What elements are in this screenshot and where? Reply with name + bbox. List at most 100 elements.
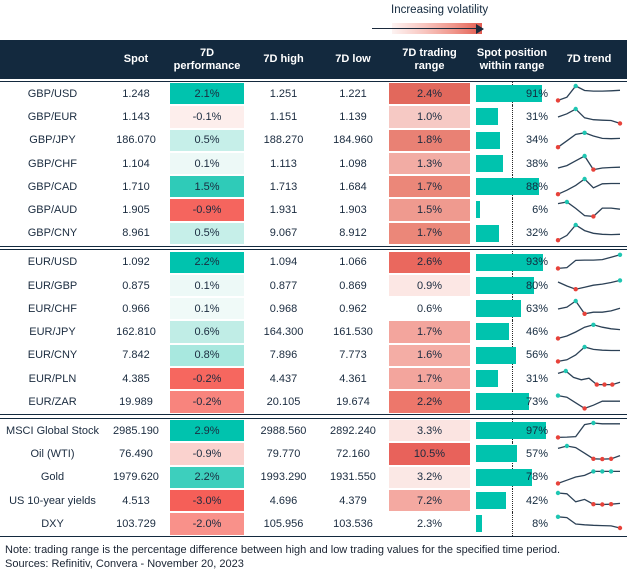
- position-percent: 63%: [525, 302, 548, 315]
- spot-value: 4.385: [122, 372, 150, 385]
- perf-heat-value: 0.8%: [170, 344, 244, 367]
- range-cell: 1.7%: [386, 367, 473, 390]
- range-cell: 1.7%: [386, 175, 473, 198]
- trend-cell: [551, 222, 627, 245]
- perf-heat-value: -0.2%: [170, 391, 244, 413]
- trend-cell: [551, 274, 627, 297]
- low-value: 4.361: [339, 372, 367, 385]
- range-heat-value: 7.2%: [389, 490, 470, 512]
- perf-cell: 0.8%: [167, 344, 247, 367]
- position-cell: 88%: [473, 175, 551, 199]
- range-cell: 1.8%: [386, 129, 473, 152]
- position-percent: 6%: [532, 204, 548, 217]
- position-percent: 42%: [525, 494, 548, 507]
- column-header-7D performance: 7D performance: [173, 47, 241, 72]
- high-value: 0.877: [269, 279, 298, 292]
- trend-sparkline: [555, 223, 621, 243]
- trend-sparkline: [555, 83, 621, 103]
- spot-value: 1.092: [122, 256, 150, 269]
- column-header-7D trend: 7D trend: [566, 53, 612, 66]
- position-bar: [476, 323, 510, 341]
- sparkline-path: [557, 84, 621, 101]
- sparkline-path: [557, 394, 620, 410]
- range-heat-value: 1.8%: [389, 129, 470, 151]
- position-cell: 6%: [473, 198, 551, 222]
- low-value: 0.869: [339, 279, 367, 292]
- low-marker-dot: [555, 481, 561, 486]
- low-marker-dot: [591, 501, 596, 507]
- volatility-arrow-head-icon: [476, 23, 484, 34]
- low-value: 72.160: [336, 448, 370, 461]
- position-cell: 78%: [473, 465, 551, 490]
- position-cell: 46%: [473, 320, 551, 344]
- position-percent: 88%: [525, 180, 548, 193]
- high-marker-dot: [617, 252, 623, 258]
- range-cell: 0.9%: [386, 274, 473, 297]
- table-row: EUR/JPY 162.810 0.6% 164.300 161.530 1.7% 46%: [0, 320, 627, 344]
- position-percent: 73%: [525, 396, 548, 408]
- block-divider: [0, 245, 627, 251]
- perf-cell: 0.5%: [167, 129, 247, 152]
- position-percent: 97%: [525, 424, 548, 437]
- low-marker-dot: [573, 286, 578, 291]
- range-heat-value: 3.3%: [389, 420, 470, 442]
- volatility-legend-arrow: [372, 23, 484, 34]
- position-percent: 46%: [525, 326, 548, 339]
- row-label: EUR/PLN: [28, 372, 77, 385]
- perf-cell: 2.2%: [167, 466, 247, 489]
- position-percent: 93%: [525, 256, 548, 269]
- perf-heat-value: 0.1%: [170, 298, 244, 320]
- row-label: GBP/AUD: [27, 204, 78, 217]
- perf-heat-value: -0.9%: [170, 199, 244, 221]
- row-label: EUR/USD: [27, 256, 78, 269]
- perf-cell: 0.1%: [167, 152, 247, 175]
- position-percent: 78%: [525, 471, 548, 484]
- low-marker-dot: [617, 525, 623, 531]
- trend-sparkline: [555, 176, 620, 197]
- low-marker-dot: [555, 97, 561, 103]
- midpoint-dotted-line: [512, 489, 513, 513]
- high-marker-dot: [591, 420, 596, 425]
- position-cell: 8%: [473, 512, 551, 536]
- range-heat-value: 1.6%: [389, 344, 470, 367]
- position-cell: 31%: [473, 367, 551, 391]
- spot-value: 19.989: [119, 396, 153, 408]
- trend-cell: [551, 82, 627, 105]
- low-value: 1.139: [339, 110, 367, 123]
- trend-sparkline: [555, 420, 620, 440]
- range-cell: 1.0%: [386, 105, 473, 128]
- position-bar: [476, 370, 499, 388]
- high-marker-dot: [591, 469, 596, 474]
- position-percent: 34%: [525, 134, 548, 147]
- sparkline-path: [557, 154, 621, 170]
- trend-sparkline: [555, 393, 620, 411]
- perf-heat-value: 2.9%: [170, 420, 244, 442]
- high-value: 188.270: [263, 134, 304, 147]
- midpoint-dotted-line: [512, 320, 513, 344]
- low-value: 1.098: [339, 157, 367, 170]
- trend-cell: [551, 390, 627, 413]
- range-cell: 1.7%: [386, 320, 473, 343]
- column-header-row-label: [0, 40, 105, 79]
- low-value: 1.221: [339, 87, 367, 100]
- midpoint-dotted-line: [512, 512, 513, 536]
- trend-sparkline: [557, 153, 621, 172]
- trend-sparkline: [557, 368, 621, 387]
- perf-heat-value: 2.2%: [170, 251, 244, 273]
- table-row: GBP/EUR 1.143 -0.1% 1.151 1.139 1.0% 31%: [0, 105, 627, 129]
- range-heat-value: 3.2%: [389, 466, 470, 489]
- table-row: MSCI Global Stock 2985.190 2.9% 2988.560 289…: [0, 419, 627, 443]
- high-value: 1.113: [270, 157, 297, 170]
- position-bar: [476, 253, 543, 271]
- range-cell: 2.6%: [386, 251, 473, 274]
- perf-heat-value: 0.6%: [170, 321, 244, 343]
- high-value: 1993.290: [260, 471, 307, 484]
- sparkline-path: [557, 422, 620, 438]
- high-value: 1.713: [269, 180, 298, 193]
- row-label: GBP/JPY: [29, 134, 76, 147]
- perf-cell: 0.1%: [167, 297, 247, 320]
- midpoint-dotted-line: [512, 105, 513, 129]
- table-row: EUR/USD 1.092 2.2% 1.094 1.066 2.6% 93%: [0, 250, 627, 274]
- position-bar: [476, 515, 482, 533]
- high-value: 1.931: [269, 204, 298, 217]
